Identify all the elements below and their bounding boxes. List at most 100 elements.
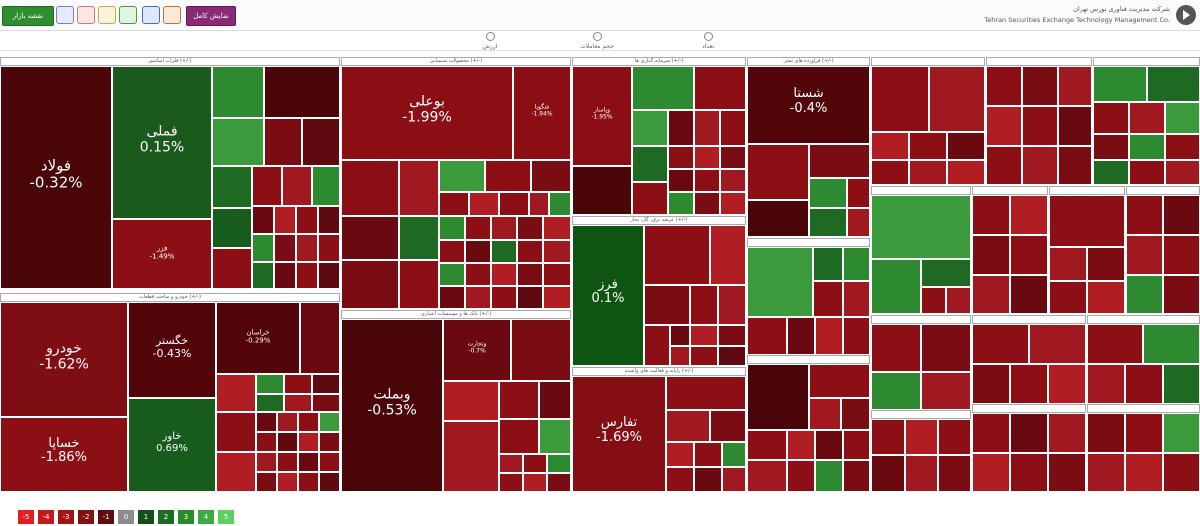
stock-cell[interactable] [543, 216, 571, 240]
stock-cell[interactable] [843, 460, 870, 492]
stock-cell[interactable] [815, 430, 843, 460]
stock-cell[interactable] [1022, 106, 1058, 146]
stock-cell[interactable] [938, 419, 971, 455]
stock-cell[interactable] [284, 374, 312, 394]
sector-title[interactable]: رایانه و فعالیت های وابسته (+/-) [572, 367, 746, 376]
sector-title[interactable]: سرمایه گذاری ها (+/-) [572, 57, 746, 66]
stock-cell[interactable] [491, 240, 517, 263]
stock-cell[interactable] [986, 146, 1022, 185]
stock-cell[interactable] [718, 285, 746, 325]
stock-cell[interactable] [1087, 453, 1125, 492]
stock-cell[interactable] [1087, 324, 1143, 364]
settings-icon[interactable] [56, 6, 74, 24]
stock-cell[interactable] [465, 216, 491, 240]
stock-cell[interactable] [298, 432, 319, 452]
stock-cell[interactable] [747, 144, 809, 200]
stock-cell[interactable] [319, 472, 340, 492]
stock-cell[interactable] [212, 248, 252, 289]
sector-title[interactable] [972, 186, 1048, 195]
sector-title[interactable] [1093, 57, 1200, 66]
stock-cell[interactable] [1048, 453, 1086, 492]
stock-cell[interactable] [1129, 134, 1165, 160]
calendar-icon[interactable] [98, 6, 116, 24]
stock-cell[interactable] [747, 247, 813, 317]
window-icon[interactable] [142, 6, 160, 24]
stock-cell[interactable] [212, 118, 264, 166]
stock-cell[interactable] [1087, 364, 1125, 404]
stock-cell[interactable] [905, 455, 938, 492]
stock-cell[interactable] [517, 286, 543, 309]
stock-cell[interactable] [747, 364, 809, 430]
stock-cell[interactable] [296, 206, 318, 234]
stock-cell[interactable] [216, 452, 256, 492]
stock-cell[interactable] [694, 66, 746, 110]
stock-cell[interactable] [718, 346, 746, 366]
stock-cell[interactable] [517, 240, 543, 263]
stock-cell[interactable] [399, 260, 439, 309]
stock-cell[interactable] [972, 235, 1010, 275]
stock-cell[interactable] [921, 324, 971, 372]
mode-tab-value[interactable]: ارزش [470, 32, 510, 50]
stock-cell[interactable] [986, 66, 1022, 106]
stock-cell[interactable] [666, 410, 710, 442]
stock-cell[interactable] [1010, 195, 1048, 235]
stock-cell[interactable] [747, 355, 870, 364]
stock-cell[interactable]: خگستر -0.43% [128, 302, 216, 398]
stock-cell[interactable] [972, 404, 1086, 413]
stock-cell[interactable]: فزر -1.49% [112, 219, 212, 289]
stock-cell[interactable] [1010, 453, 1048, 492]
stock-cell[interactable] [1010, 413, 1048, 453]
stock-cell[interactable] [274, 262, 296, 289]
stock-cell[interactable] [277, 412, 298, 432]
stock-cell[interactable] [871, 132, 909, 160]
stock-cell[interactable] [1163, 453, 1200, 492]
stock-cell[interactable] [747, 317, 787, 355]
stock-cell[interactable] [668, 192, 694, 215]
stock-cell[interactable] [539, 381, 571, 419]
stock-cell[interactable] [666, 376, 746, 410]
stock-cell[interactable] [443, 421, 499, 492]
stock-cell[interactable] [439, 240, 465, 263]
stock-cell[interactable] [720, 192, 746, 215]
sector-title[interactable]: فلزات اساسی (+/-) [0, 57, 340, 66]
stock-cell[interactable] [871, 455, 905, 492]
stock-cell[interactable] [277, 472, 298, 492]
sector-title[interactable]: فراورده های نفتی (+/-) [747, 57, 870, 66]
stock-cell[interactable] [1049, 247, 1087, 281]
stock-cell[interactable] [1093, 134, 1129, 160]
stock-cell[interactable] [256, 432, 277, 452]
stock-cell[interactable] [815, 317, 843, 355]
stock-cell[interactable] [1087, 281, 1125, 314]
stock-cell[interactable] [1143, 324, 1200, 364]
stock-cell[interactable] [491, 216, 517, 240]
stock-cell[interactable] [909, 132, 947, 160]
stock-cell[interactable] [318, 234, 340, 262]
sector-title[interactable] [986, 57, 1092, 66]
stock-cell[interactable] [694, 467, 722, 492]
stock-cell[interactable] [547, 473, 571, 492]
stock-cell[interactable] [485, 160, 531, 192]
stock-cell[interactable] [632, 110, 668, 146]
stock-cell[interactable] [1087, 247, 1125, 281]
stock-cell[interactable] [972, 195, 1010, 235]
sector-title[interactable]: بانک ها و موسسات اعتباری (+/-) [341, 310, 571, 319]
stock-cell[interactable] [296, 234, 318, 262]
stock-cell[interactable] [1049, 195, 1125, 247]
stock-cell[interactable]: خاور 0.69% [128, 398, 216, 492]
full-screen-button[interactable]: نمایش کامل [186, 6, 236, 26]
stock-cell[interactable] [298, 452, 319, 472]
stock-cell[interactable] [694, 146, 720, 169]
stock-cell[interactable] [1163, 364, 1200, 404]
stock-cell[interactable] [318, 206, 340, 234]
stock-cell[interactable] [465, 263, 491, 286]
stock-cell[interactable] [1087, 404, 1200, 413]
stock-cell[interactable] [871, 195, 971, 259]
stock-cell[interactable] [319, 432, 340, 452]
stock-cell[interactable] [644, 325, 670, 366]
stock-cell[interactable] [252, 262, 274, 289]
stock-cell[interactable] [947, 160, 985, 185]
stock-cell[interactable] [813, 247, 843, 281]
stock-cell[interactable] [710, 410, 746, 442]
stock-cell[interactable] [747, 460, 787, 492]
stock-cell[interactable] [1125, 453, 1163, 492]
